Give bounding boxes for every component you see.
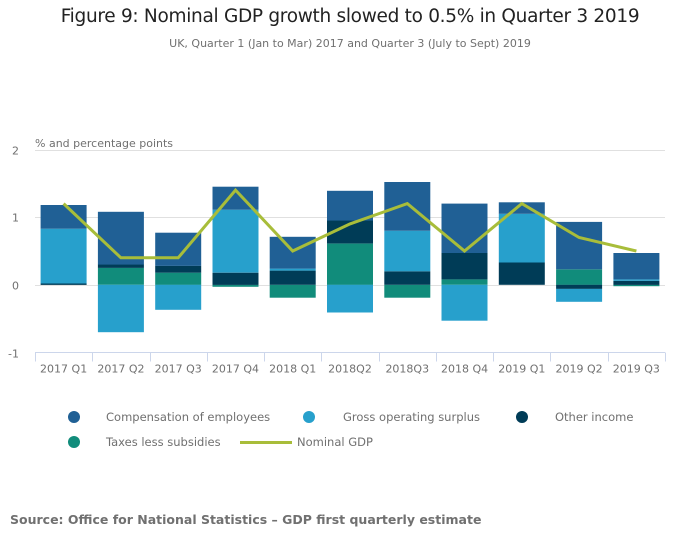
- chart-plot: 2 1 0 -1 2017 Q1 2017 Q2 2017 Q3 2017 Q4 2018 Q1…: [8, 137, 666, 376]
- x-tick-label: 2018 Q1: [269, 363, 316, 376]
- y-tick-label: 1: [12, 212, 19, 225]
- legend-item-taxes[interactable]: Taxes less subsidies: [68, 433, 221, 451]
- legend-item-nominal-gdp[interactable]: Nominal GDP: [240, 433, 373, 451]
- bar-gos: [212, 209, 259, 273]
- x-tick-label: 2019 Q1: [498, 363, 545, 376]
- bar-other: [212, 272, 259, 285]
- bar-taxes: [441, 279, 488, 285]
- legend-label: Taxes less subsidies: [106, 435, 221, 449]
- bar-gos: [155, 284, 202, 310]
- axes: 2 1 0 -1 2017 Q1 2017 Q2 2017 Q3 2017 Q4 2018 Q1…: [8, 145, 666, 376]
- bars: [40, 182, 660, 333]
- bar-other: [40, 283, 87, 285]
- bar-other: [155, 265, 202, 273]
- bar-compensation: [613, 253, 660, 280]
- bar-gos: [384, 230, 431, 272]
- bar-taxes: [327, 243, 373, 285]
- legend-item-compensation[interactable]: Compensation of employees: [68, 408, 270, 426]
- bar-compensation: [498, 202, 545, 214]
- x-tick-label: 2017 Q2: [97, 363, 144, 376]
- bar-compensation: [269, 236, 316, 269]
- bar-other: [327, 220, 373, 244]
- y-tick-label: 0: [12, 280, 19, 293]
- bar-gos: [556, 288, 603, 302]
- x-tick-label: 2019 Q2: [556, 363, 603, 376]
- legend-label: Compensation of employees: [106, 410, 271, 424]
- bar-gos: [97, 284, 144, 333]
- bar-compensation: [441, 203, 488, 253]
- bar-other: [441, 253, 488, 280]
- legend-item-gos[interactable]: Gross operating surplus: [303, 408, 480, 426]
- x-tick-label: 2017 Q3: [155, 363, 202, 376]
- bar-other: [384, 271, 431, 285]
- source-note: Source: Office for National Statistics –…: [10, 512, 482, 527]
- bar-compensation: [384, 182, 431, 231]
- legend-label: Other income: [555, 410, 634, 424]
- bar-compensation: [40, 205, 87, 229]
- legend-item-other-income[interactable]: Other income: [516, 408, 633, 426]
- bar-other: [97, 264, 144, 268]
- bar-taxes: [384, 284, 431, 298]
- bar-gos: [269, 268, 316, 271]
- chart-title: Figure 9: Nominal GDP growth slowed to 0…: [60, 6, 640, 27]
- legend-dot-compensation-icon: [68, 411, 80, 423]
- x-tick-label: 2017 Q4: [212, 363, 259, 376]
- x-tick-label: 2017 Q1: [40, 363, 87, 376]
- bar-taxes: [97, 267, 144, 285]
- legend-label: Nominal GDP: [297, 435, 373, 449]
- bar-gos: [327, 284, 373, 313]
- bar-compensation: [327, 190, 373, 221]
- bar-other: [498, 262, 545, 285]
- bar-taxes: [212, 284, 259, 287]
- legend-dot-other-icon: [516, 411, 528, 423]
- x-tick-label: 2018Q3: [385, 363, 429, 376]
- legend-line-nominal-icon: [240, 440, 292, 444]
- legend-dot-taxes-icon: [68, 436, 80, 448]
- bar-other: [613, 280, 660, 285]
- x-tick-label: 2018Q2: [328, 363, 372, 376]
- legend-label: Gross operating surplus: [343, 410, 480, 424]
- y-axis-label: % and percentage points: [35, 137, 173, 150]
- bar-gos: [613, 279, 660, 281]
- y-tick-label: -1: [8, 348, 19, 361]
- bar-gos: [441, 284, 488, 321]
- bar-gos: [40, 228, 87, 284]
- bar-other: [269, 270, 316, 285]
- bar-taxes: [613, 284, 660, 287]
- legend-dot-gos-icon: [303, 411, 315, 423]
- chart-subtitle: UK, Quarter 1 (Jan to Mar) 2017 and Quar…: [169, 37, 531, 50]
- y-tick-label: 2: [12, 145, 19, 158]
- bar-taxes: [556, 269, 603, 285]
- x-tick-label: 2018 Q4: [441, 363, 488, 376]
- bar-other: [556, 284, 603, 289]
- x-tick-label: 2019 Q3: [613, 363, 660, 376]
- bar-taxes: [269, 284, 316, 298]
- bar-taxes: [155, 272, 202, 285]
- nominal-gdp-line-layer: [62, 187, 637, 260]
- bar-gos: [498, 213, 545, 263]
